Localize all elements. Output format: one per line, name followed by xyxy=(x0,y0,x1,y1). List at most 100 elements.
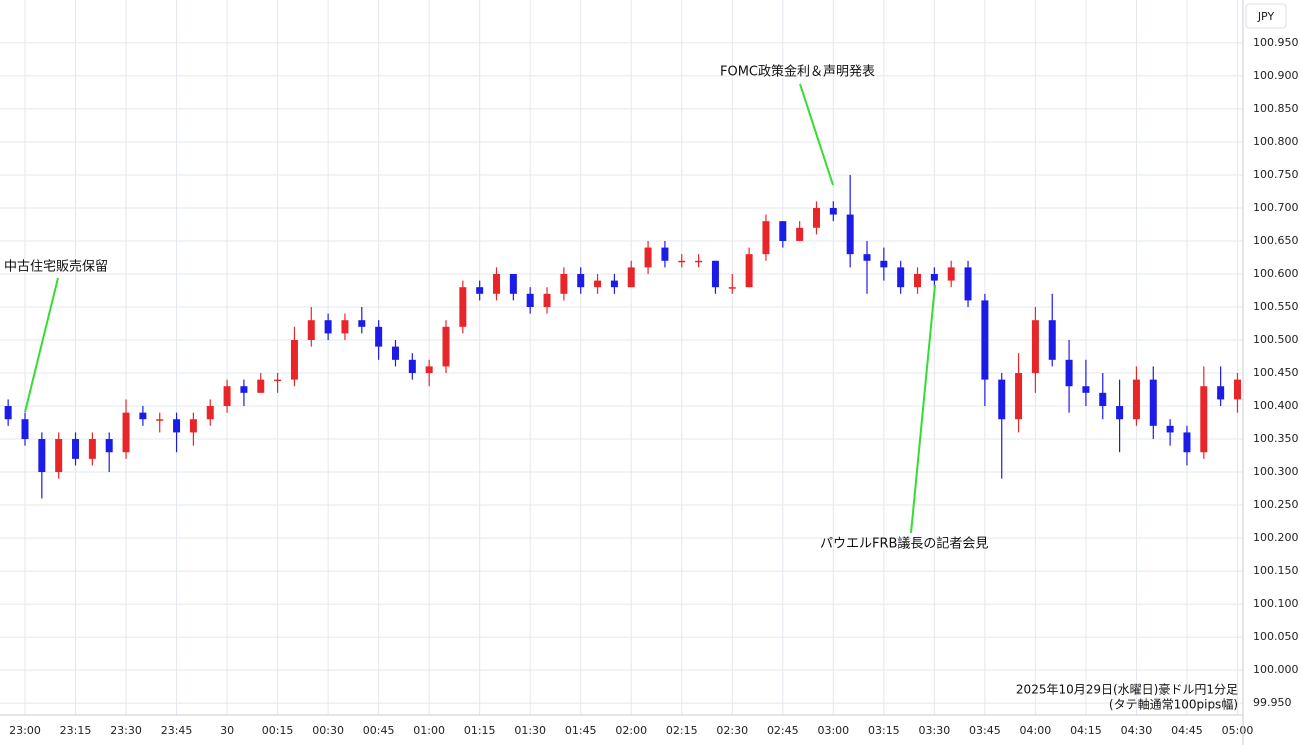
y-tick-label: 100.350 xyxy=(1253,432,1299,445)
candle-body xyxy=(476,287,484,294)
candle-body xyxy=(998,379,1006,420)
candle-body xyxy=(324,320,332,334)
candle-body xyxy=(981,300,989,380)
candle-body xyxy=(307,320,315,341)
candle-body xyxy=(4,406,12,420)
candle-body xyxy=(526,293,534,307)
x-tick-label: 02:45 xyxy=(767,724,799,737)
candle-body xyxy=(728,287,736,289)
candle-body xyxy=(139,412,147,420)
candle-body xyxy=(1200,386,1208,453)
y-tick-label: 100.650 xyxy=(1253,234,1299,247)
candle-body xyxy=(509,273,517,294)
candle-body xyxy=(610,280,618,288)
candle-body xyxy=(711,260,719,288)
y-tick-label: 100.500 xyxy=(1253,333,1299,346)
candle-body xyxy=(341,320,349,334)
x-tick-label: 03:00 xyxy=(817,724,849,737)
candle-body xyxy=(189,419,197,433)
candle-body xyxy=(274,379,282,382)
currency-box xyxy=(1245,3,1287,29)
y-tick-label: 100.100 xyxy=(1253,597,1299,610)
candle-body xyxy=(206,406,214,420)
candle-body xyxy=(829,207,837,215)
candle-body xyxy=(577,273,585,288)
candle-body xyxy=(1048,320,1056,360)
candle-body xyxy=(1183,432,1191,453)
candle-body xyxy=(358,320,366,327)
candle-body xyxy=(1082,386,1090,393)
candle-body xyxy=(846,214,854,255)
annotation: 中古住宅販売保留 xyxy=(4,259,108,275)
y-tick-label: 100.050 xyxy=(1253,630,1299,643)
candle-body xyxy=(105,439,113,453)
candle-body xyxy=(122,412,130,453)
candle-body xyxy=(1015,373,1023,420)
candle-body xyxy=(1217,386,1225,400)
x-tick-label: 04:45 xyxy=(1171,724,1203,737)
candle-body xyxy=(1149,379,1157,426)
candle-body xyxy=(914,273,922,288)
x-tick-label: 01:45 xyxy=(565,724,597,737)
candle-body xyxy=(745,254,753,288)
candle-body xyxy=(240,386,248,393)
candle-body xyxy=(779,221,787,241)
candle-body xyxy=(594,280,602,288)
y-tick-label: 100.250 xyxy=(1253,498,1299,511)
x-tick-label: 00:15 xyxy=(262,724,294,737)
candle-body xyxy=(678,260,686,263)
annotation-line xyxy=(910,284,936,534)
candle-body xyxy=(1233,379,1241,400)
y-tick-label: 100.900 xyxy=(1253,69,1299,82)
y-tick-label: 100.750 xyxy=(1253,168,1299,181)
x-tick-label: 00:45 xyxy=(363,724,395,737)
candle-body xyxy=(661,247,669,261)
y-tick-label: 100.550 xyxy=(1253,300,1299,313)
candle-body xyxy=(897,267,905,288)
candle-body xyxy=(1116,406,1124,420)
x-tick-label: 04:15 xyxy=(1070,724,1102,737)
candle-body xyxy=(1132,379,1140,420)
x-tick-label: 02:30 xyxy=(716,724,748,737)
candle-body xyxy=(425,366,433,374)
candle-body xyxy=(880,260,888,268)
candle-body xyxy=(812,207,820,228)
x-tick-label: 02:00 xyxy=(615,724,647,737)
candle-body xyxy=(442,326,450,367)
y-tick-label: 100.450 xyxy=(1253,366,1299,379)
y-tick-label: 100.700 xyxy=(1253,201,1299,214)
candle-body xyxy=(964,267,972,301)
annotation-line xyxy=(24,277,59,413)
x-tick-label: 01:30 xyxy=(514,724,546,737)
candle-body xyxy=(173,419,181,433)
x-tick-label: 01:00 xyxy=(413,724,445,737)
candle-body xyxy=(156,419,164,421)
x-tick-label: 03:30 xyxy=(919,724,951,737)
candle-body xyxy=(796,227,804,241)
x-tick-label: 23:30 xyxy=(110,724,142,737)
candle-body xyxy=(55,439,63,473)
y-tick-label: 100.300 xyxy=(1253,465,1299,478)
x-tick-label: 23:15 xyxy=(60,724,92,737)
candle-body xyxy=(627,267,635,288)
x-tick-label: 30 xyxy=(220,724,234,737)
candle-body xyxy=(1065,359,1073,387)
y-tick-label: 100.950 xyxy=(1253,36,1299,49)
y-tick-label: 99.950 xyxy=(1253,696,1292,709)
candle-body xyxy=(930,273,938,281)
candle-body xyxy=(38,439,46,473)
candle-body xyxy=(257,379,265,393)
candle-body xyxy=(408,359,416,374)
x-tick-label: 04:00 xyxy=(1020,724,1052,737)
annotation: FOMC政策金利＆声明発表 xyxy=(720,64,875,80)
candle-body xyxy=(72,439,80,459)
x-tick-label: 03:15 xyxy=(868,724,900,737)
candle-body xyxy=(863,254,871,261)
candle-body xyxy=(1031,320,1039,374)
candle-body xyxy=(762,221,770,255)
y-tick-label: 100.850 xyxy=(1253,102,1299,115)
candle-body xyxy=(290,340,298,380)
candle-body xyxy=(21,419,29,440)
